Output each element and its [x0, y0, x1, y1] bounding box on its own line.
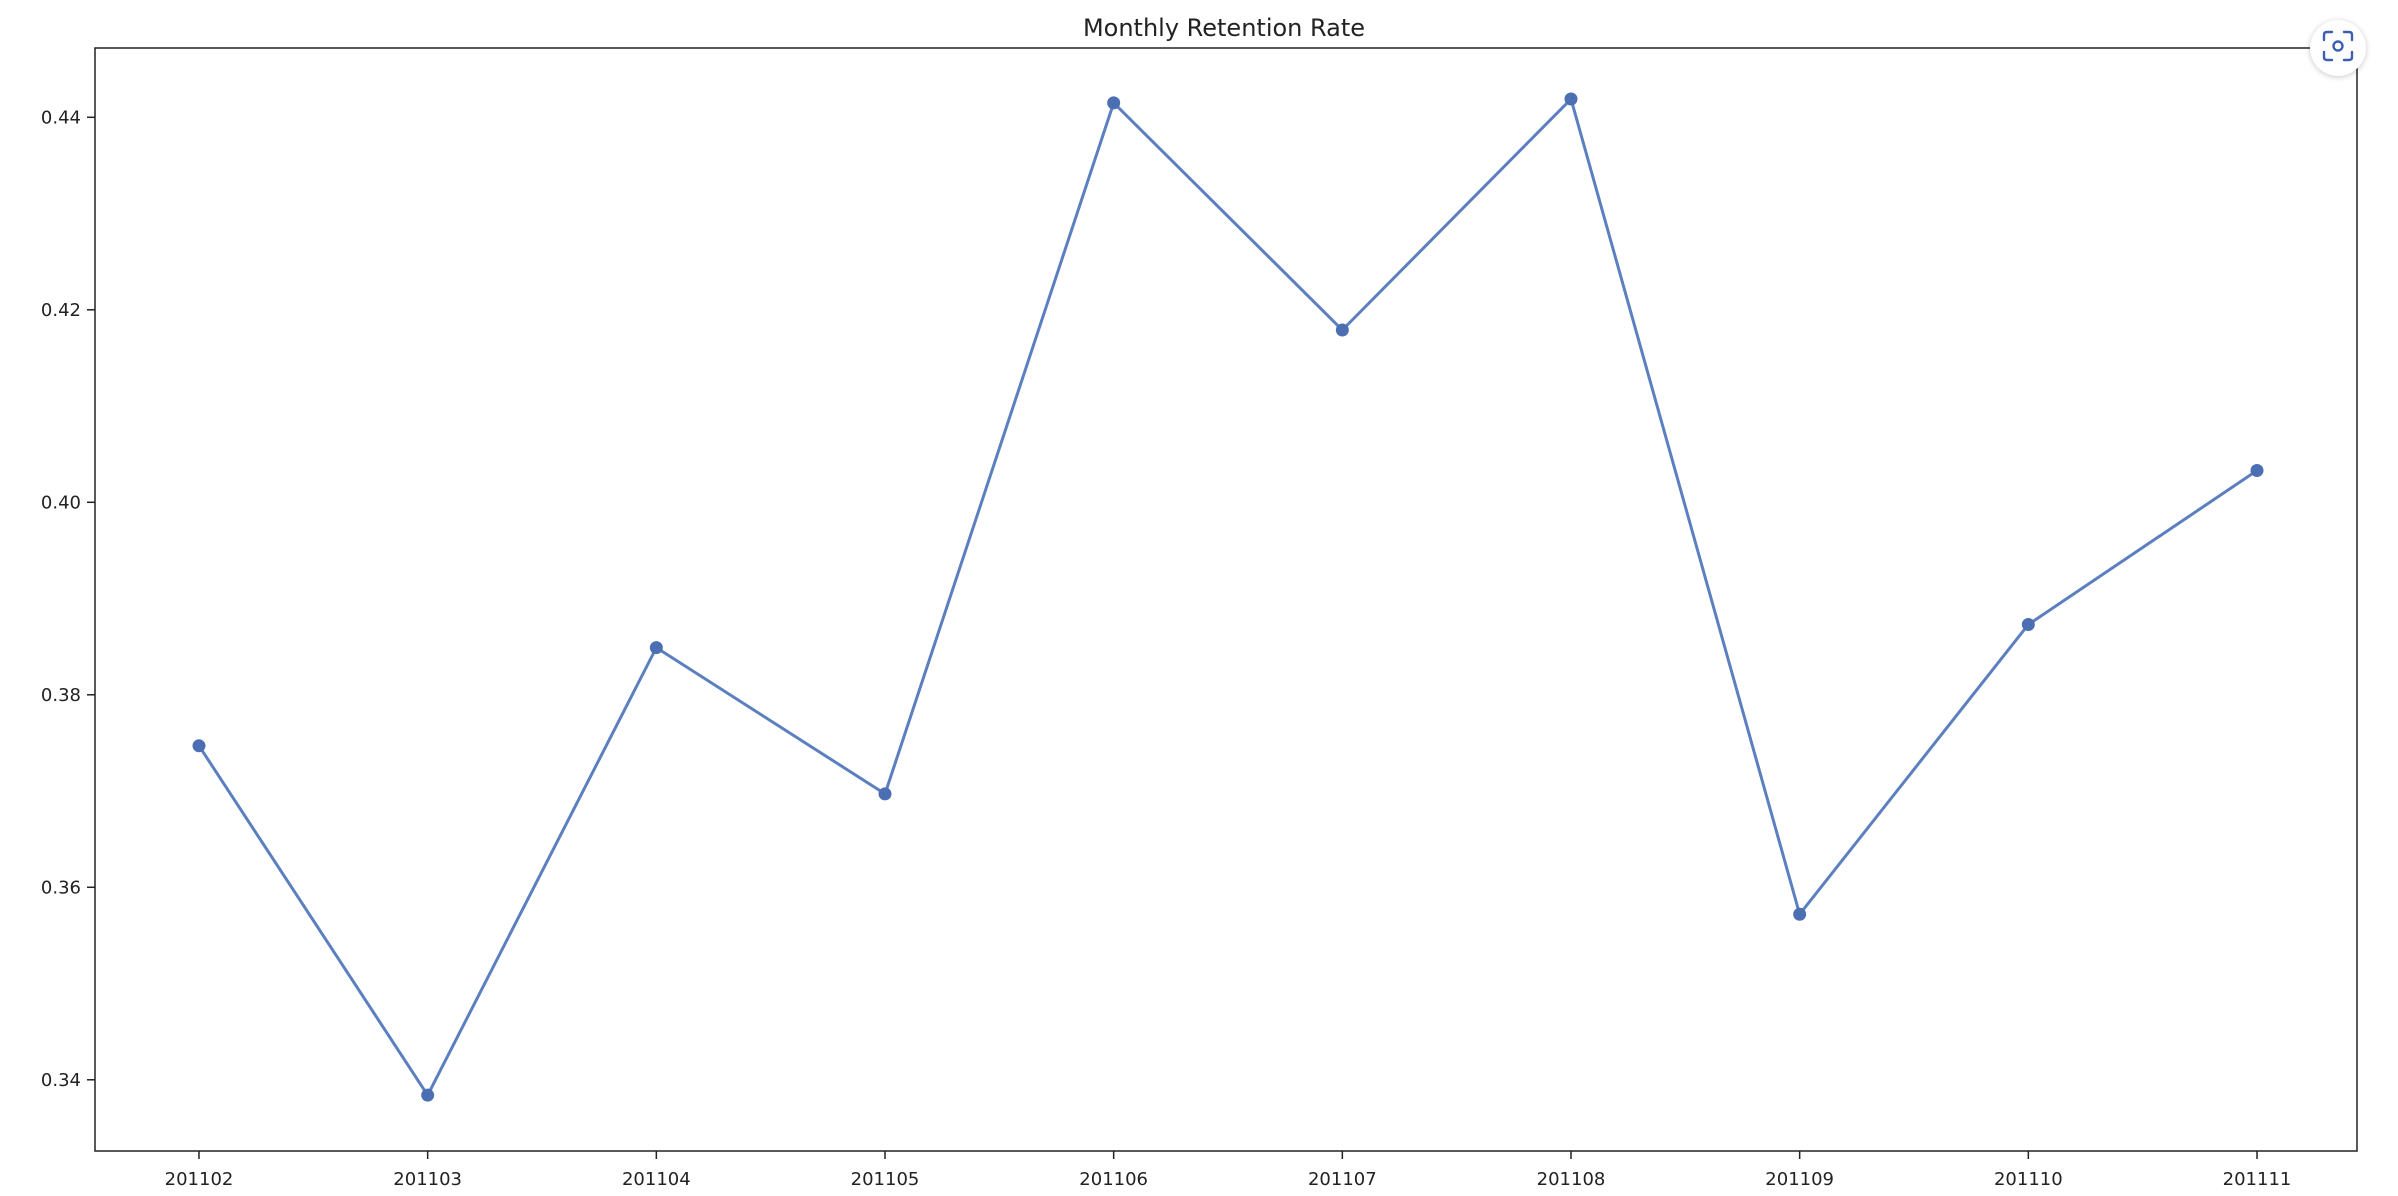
y-tick-label: 0.44 — [41, 107, 81, 128]
series-layer — [192, 92, 2264, 1102]
x-tick-label: 201107 — [1308, 1169, 1377, 1190]
x-tick-label: 201102 — [165, 1169, 234, 1190]
data-point — [421, 1088, 435, 1102]
data-point — [1335, 323, 1349, 337]
x-tick-label: 201104 — [622, 1169, 691, 1190]
x-tick-label: 201111 — [2223, 1169, 2292, 1190]
data-point — [2250, 464, 2264, 478]
chart-title: Monthly Retention Rate — [1083, 14, 1365, 42]
series-line — [197, 97, 2258, 1097]
data-point — [878, 787, 892, 801]
x-tick-label: 201110 — [1994, 1169, 2063, 1190]
data-point — [192, 739, 206, 753]
screenshot-button[interactable] — [2310, 20, 2366, 76]
data-point — [649, 641, 663, 655]
data-point — [1793, 907, 1807, 921]
plot-area-frame — [94, 47, 2358, 1152]
x-tick-label: 201106 — [1079, 1169, 1148, 1190]
x-tick-label: 201109 — [1765, 1169, 1834, 1190]
x-tick-label: 201108 — [1537, 1169, 1606, 1190]
y-tick-label: 0.42 — [41, 300, 81, 321]
y-tick-label: 0.34 — [41, 1070, 81, 1091]
y-tick-label: 0.38 — [41, 685, 81, 706]
data-point — [1107, 96, 1121, 110]
y-axis: 0.34 0.36 0.38 0.40 0.42 0.44 — [41, 107, 95, 1091]
x-tick-label: 201105 — [851, 1169, 920, 1190]
y-tick-label: 0.40 — [41, 492, 81, 513]
x-axis: 201102 201103 201104 201105 201106 201107 2011… — [165, 1151, 2292, 1190]
x-tick-label: 201103 — [393, 1169, 462, 1190]
data-point — [2021, 618, 2035, 632]
data-point — [1564, 92, 1578, 106]
y-tick-label: 0.36 — [41, 877, 81, 898]
screenshot-capture-icon — [2321, 29, 2355, 67]
